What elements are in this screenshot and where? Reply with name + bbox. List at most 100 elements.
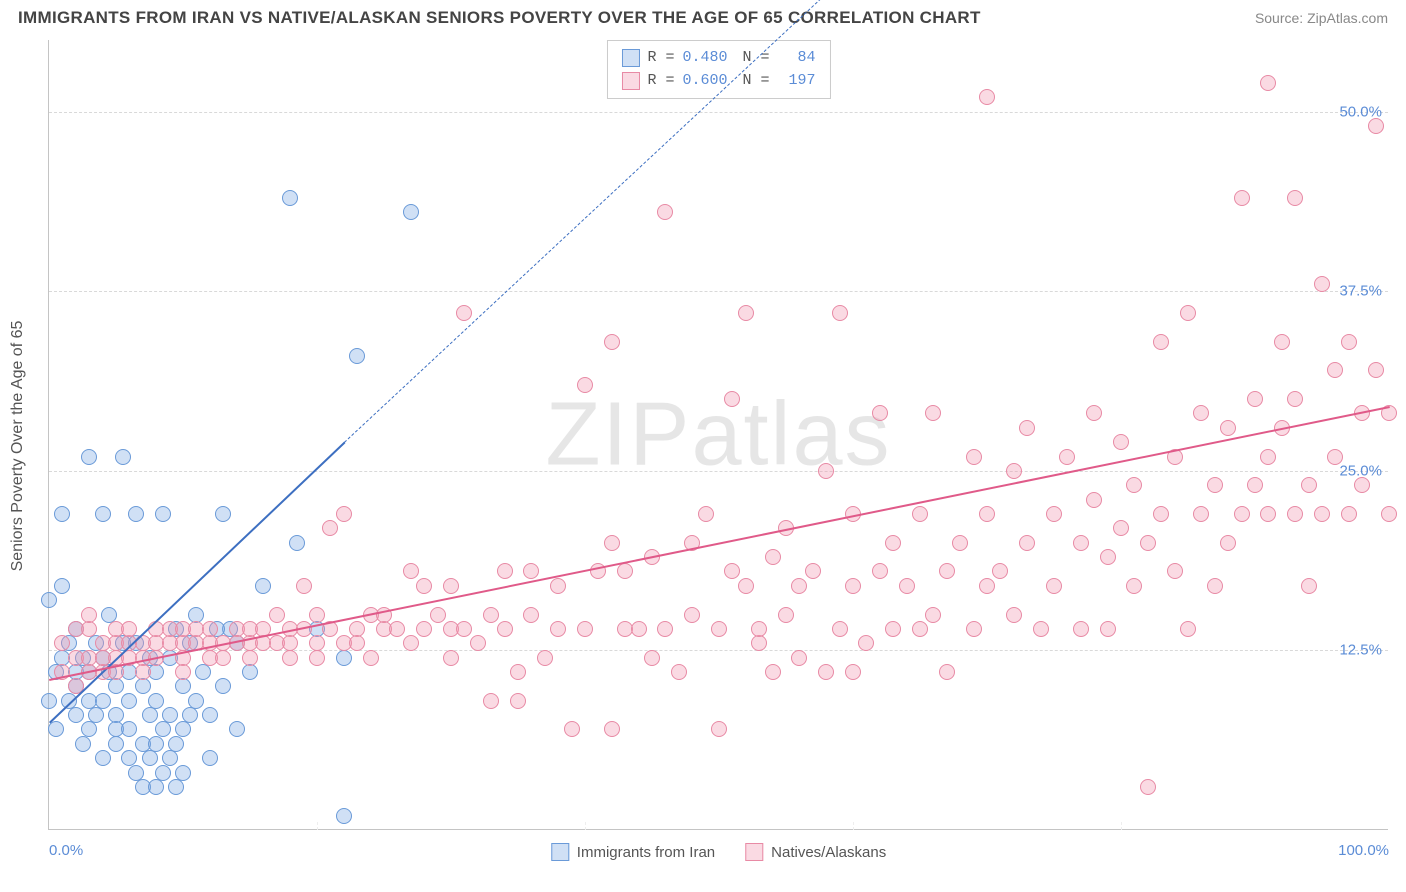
data-point	[95, 693, 111, 709]
data-point	[389, 621, 405, 637]
data-point	[523, 563, 539, 579]
data-point	[336, 808, 352, 824]
data-point	[1153, 334, 1169, 350]
data-point	[1341, 334, 1357, 350]
data-point	[456, 621, 472, 637]
data-point	[81, 621, 97, 637]
data-point	[135, 664, 151, 680]
data-point	[1381, 506, 1397, 522]
data-point	[751, 635, 767, 651]
data-point	[175, 678, 191, 694]
data-point	[483, 693, 499, 709]
data-point	[912, 506, 928, 522]
source-attribution: Source: ZipAtlas.com	[1255, 10, 1388, 26]
legend-swatch	[745, 843, 763, 861]
data-point	[349, 635, 365, 651]
data-point	[1301, 578, 1317, 594]
scatter-plot-area: ZIPatlas R =0.480N =84R =0.600N =197 Imm…	[48, 40, 1388, 830]
data-point	[872, 405, 888, 421]
data-point	[48, 721, 64, 737]
data-point	[550, 578, 566, 594]
legend-label: Natives/Alaskans	[771, 844, 886, 861]
data-point	[564, 721, 580, 737]
legend-item: Immigrants from Iran	[551, 843, 715, 861]
stats-row: R =0.600N =197	[621, 70, 815, 93]
data-point	[966, 449, 982, 465]
legend-swatch	[551, 843, 569, 861]
data-point	[1260, 449, 1276, 465]
data-point	[631, 621, 647, 637]
data-point	[1113, 520, 1129, 536]
data-point	[1073, 621, 1089, 637]
data-point	[1180, 621, 1196, 637]
data-point	[1033, 621, 1049, 637]
data-point	[483, 607, 499, 623]
data-point	[1019, 535, 1035, 551]
data-point	[1247, 391, 1263, 407]
data-point	[1368, 118, 1384, 134]
legend-label: Immigrants from Iran	[577, 844, 715, 861]
stats-row: R =0.480N =84	[621, 47, 815, 70]
data-point	[148, 693, 164, 709]
data-point	[885, 621, 901, 637]
data-point	[765, 664, 781, 680]
data-point	[443, 578, 459, 594]
data-point	[41, 592, 57, 608]
data-point	[1314, 276, 1330, 292]
data-point	[1059, 449, 1075, 465]
data-point	[925, 607, 941, 623]
data-point	[1086, 405, 1102, 421]
data-point	[1019, 420, 1035, 436]
data-point	[282, 190, 298, 206]
data-point	[115, 449, 131, 465]
data-point	[966, 621, 982, 637]
data-point	[135, 678, 151, 694]
x-tick-label: 100.0%	[1338, 842, 1389, 859]
data-point	[577, 377, 593, 393]
data-point	[523, 607, 539, 623]
data-point	[416, 578, 432, 594]
data-point	[188, 693, 204, 709]
data-point	[202, 750, 218, 766]
data-point	[711, 621, 727, 637]
data-point	[81, 449, 97, 465]
data-point	[1126, 477, 1142, 493]
data-point	[215, 678, 231, 694]
data-point	[95, 506, 111, 522]
data-point	[604, 535, 620, 551]
data-point	[142, 750, 158, 766]
data-point	[1180, 305, 1196, 321]
data-point	[979, 578, 995, 594]
data-point	[430, 607, 446, 623]
data-point	[289, 535, 305, 551]
data-point	[845, 664, 861, 680]
data-point	[1073, 535, 1089, 551]
data-point	[1287, 391, 1303, 407]
data-point	[1207, 578, 1223, 594]
data-point	[403, 204, 419, 220]
data-point	[1207, 477, 1223, 493]
data-point	[751, 621, 767, 637]
data-point	[1260, 75, 1276, 91]
data-point	[1100, 621, 1116, 637]
data-point	[1314, 506, 1330, 522]
x-tick-label: 0.0%	[49, 842, 83, 859]
data-point	[899, 578, 915, 594]
data-point	[832, 305, 848, 321]
y-axis-label: Seniors Poverty Over the Age of 65	[9, 321, 27, 572]
data-point	[175, 721, 191, 737]
gridline-vertical	[585, 822, 586, 830]
data-point	[202, 621, 218, 637]
data-point	[738, 578, 754, 594]
data-point	[155, 721, 171, 737]
data-point	[1140, 779, 1156, 795]
gridline-horizontal	[49, 291, 1388, 292]
data-point	[912, 621, 928, 637]
data-point	[1100, 549, 1116, 565]
data-point	[1220, 420, 1236, 436]
data-point	[657, 621, 673, 637]
data-point	[1006, 607, 1022, 623]
data-point	[979, 89, 995, 105]
data-point	[349, 348, 365, 364]
data-point	[403, 635, 419, 651]
